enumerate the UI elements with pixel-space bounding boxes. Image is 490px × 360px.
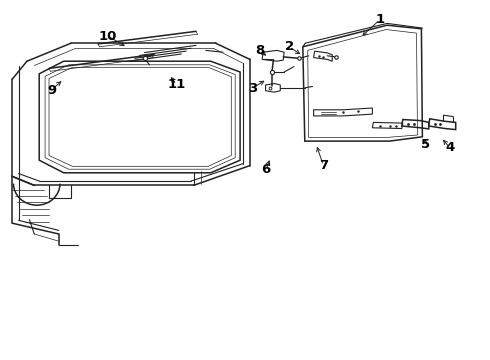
Text: 2: 2 [285, 40, 294, 53]
Text: 5: 5 [421, 138, 430, 150]
Text: 9: 9 [47, 84, 56, 96]
Text: 7: 7 [319, 159, 328, 172]
Text: 3: 3 [248, 82, 257, 95]
Text: 11: 11 [167, 78, 186, 91]
Text: 1: 1 [375, 13, 384, 26]
Text: 8: 8 [255, 44, 264, 57]
Text: 10: 10 [98, 30, 117, 42]
Text: 4: 4 [445, 141, 454, 154]
Text: 6: 6 [262, 163, 270, 176]
